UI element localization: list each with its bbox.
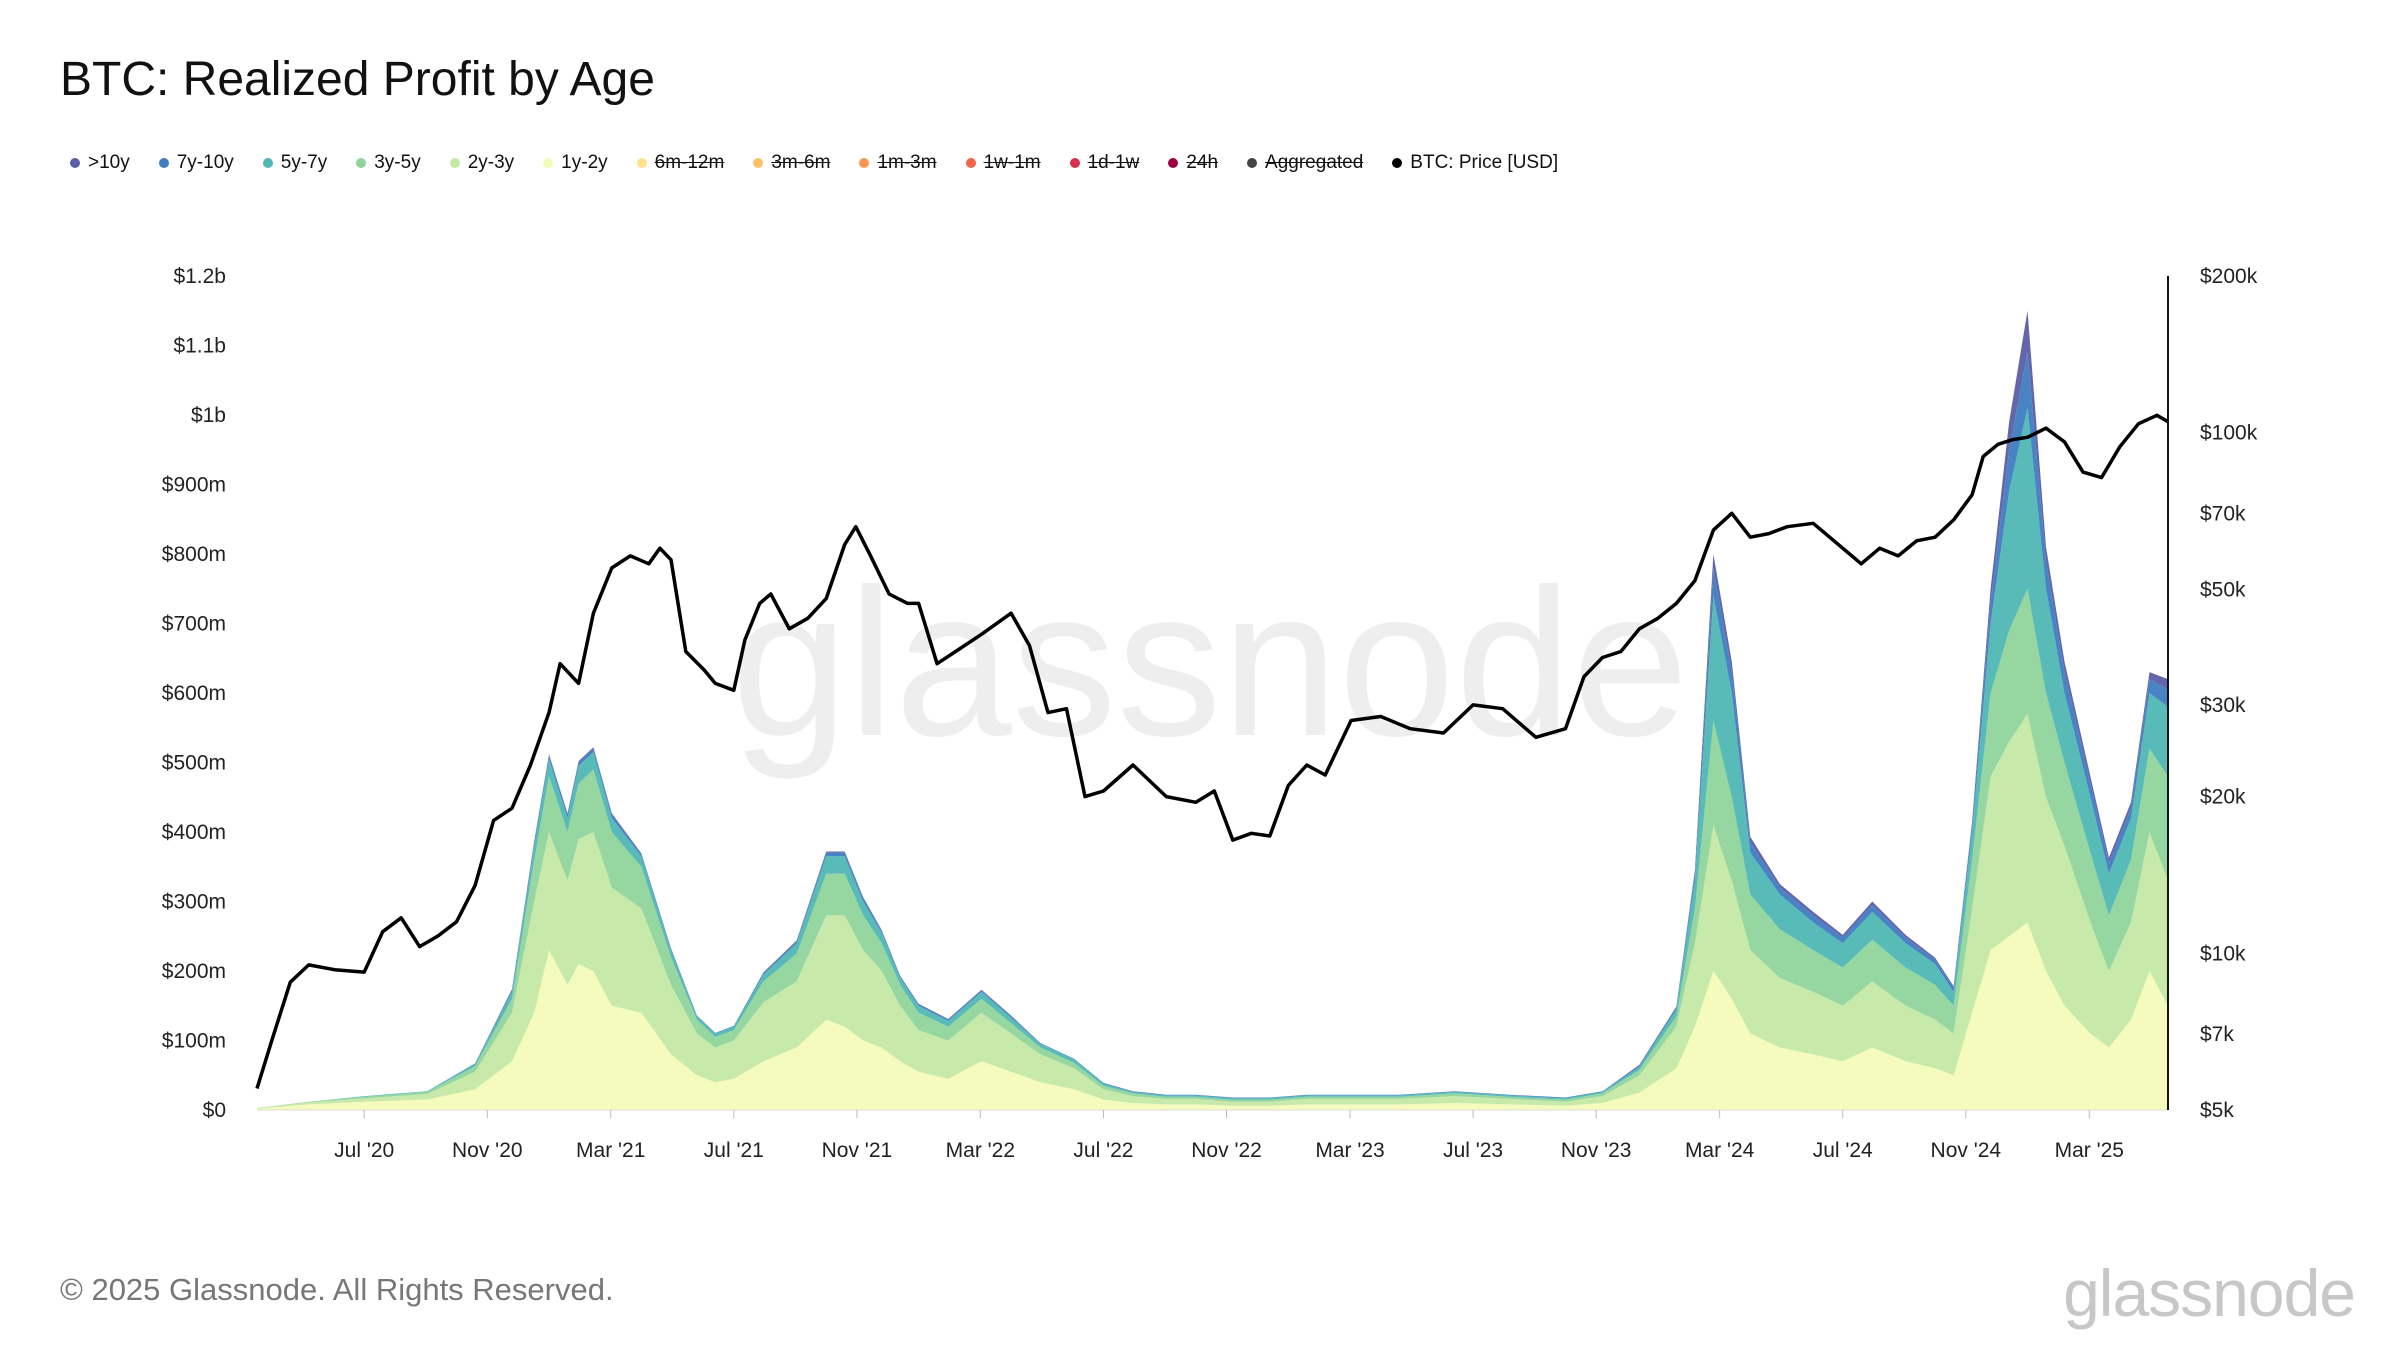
legend-dot-icon <box>965 158 976 168</box>
axes-group: $0 $100m $200m $300m $400m $500m $600m $700m $80… <box>162 265 2258 1162</box>
y-left-tick-label: $500m <box>162 752 226 775</box>
y-left-tick-label: $1b <box>191 404 226 427</box>
legend-label: 24h <box>1186 152 1219 173</box>
x-tick-label: Jul '23 <box>1443 1139 1503 1162</box>
legend-item[interactable]: 6m-12m <box>636 152 725 174</box>
x-tick-label: Nov '20 <box>452 1139 523 1162</box>
x-tick-label: Mar '21 <box>576 1139 645 1162</box>
legend-dot-icon <box>1392 158 1403 168</box>
x-tick-label: Mar '24 <box>1685 1139 1755 1162</box>
chart-title: BTC: Realized Profit by Age <box>60 53 655 106</box>
legend-dot-icon <box>753 158 764 168</box>
area-series-1y-2y <box>257 922 2168 1110</box>
legend-item[interactable]: 1w-1m <box>965 152 1041 174</box>
legend-item[interactable]: 24h <box>1168 152 1218 174</box>
legend-dot-icon <box>543 158 554 168</box>
legend-item[interactable]: 3y-5y <box>356 152 421 174</box>
legend-dot-icon <box>1168 158 1179 168</box>
y-right-tick-label: $100k <box>2200 422 2258 445</box>
x-tick-label: Jul '21 <box>704 1139 764 1162</box>
legend-item[interactable]: 5y-7y <box>262 152 328 174</box>
legend-item[interactable]: 7y-10y <box>158 152 234 174</box>
legend-dot-icon <box>356 158 367 168</box>
legend-label: 5y-7y <box>280 152 328 173</box>
y-left-tick-label: $700m <box>162 613 226 636</box>
legend-dot-icon <box>262 158 273 168</box>
x-tick-label: Jul '22 <box>1073 1139 1133 1162</box>
legend-label: BTC: Price [USD] <box>1410 152 1559 173</box>
legend-label: 6m-12m <box>654 152 725 173</box>
legend-dot-icon <box>158 158 169 168</box>
legend-dot-icon <box>1069 158 1080 168</box>
legend-item[interactable]: 2y-3y <box>449 152 515 174</box>
legend-label: 1m-3m <box>877 152 937 173</box>
legend-item[interactable]: >10y <box>70 152 130 174</box>
legend-item[interactable]: BTC: Price [USD] <box>1392 152 1558 174</box>
y-left-tick-label: $100m <box>162 1030 226 1053</box>
y-left-tick-label: $200m <box>162 960 226 983</box>
legend-item[interactable]: 1d-1w <box>1069 152 1140 174</box>
y-left-tick-label: $1.2b <box>173 265 226 288</box>
y-left-tick-label: $0 <box>203 1099 226 1122</box>
legend-label: 7y-10y <box>176 152 234 173</box>
legend-item[interactable]: Aggregated <box>1247 152 1363 174</box>
price-line-group <box>255 413 2169 1090</box>
x-tick-label: Mar '23 <box>1315 1139 1384 1162</box>
legend: >10y 7y-10y 5y-7y 3y-5y 2y-3y 1y-2y 6m-12m 3m-6… <box>70 152 1587 174</box>
y-left-tick-label: $900m <box>162 474 226 497</box>
y-left-tick-label: $800m <box>162 543 226 566</box>
x-tick-label: Jul '20 <box>334 1139 394 1162</box>
legend-label: 3y-5y <box>374 152 421 173</box>
x-tick-label: Mar '25 <box>2055 1139 2124 1162</box>
y-left-tick-label: $1.1b <box>173 335 226 358</box>
legend-dot-icon <box>449 158 460 168</box>
copyright-footer: © 2025 Glassnode. All Rights Reserved. <box>60 1272 614 1307</box>
y-right-tick-label: $10k <box>2200 942 2246 965</box>
legend-label: 1w-1m <box>983 152 1041 173</box>
legend-dot-icon <box>636 158 647 168</box>
y-left-tick-label: $400m <box>162 821 226 844</box>
area-series-5y-7y <box>257 408 2168 1108</box>
legend-label: >10y <box>88 152 130 173</box>
area-series-group <box>257 310 2168 1110</box>
legend-dot-icon <box>1247 158 1258 168</box>
y-right-tick-label: $200k <box>2200 265 2258 288</box>
legend-item[interactable]: 1y-2y <box>543 152 608 174</box>
y-right-tick-label: $20k <box>2200 786 2246 809</box>
glassnode-logo[interactable]: glassnode <box>2063 1256 2356 1330</box>
legend-dot-icon <box>70 158 80 168</box>
legend-label: Aggregated <box>1265 152 1364 173</box>
legend-item[interactable]: 3m-6m <box>753 152 830 174</box>
x-tick-label: Nov '22 <box>1191 1139 1262 1162</box>
x-tick-label: Nov '24 <box>1931 1139 2002 1162</box>
y-left-tick-label: $300m <box>162 891 226 914</box>
y-right-tick-label: $5k <box>2200 1099 2234 1122</box>
legend-item[interactable]: 1m-3m <box>859 152 937 174</box>
chart-watermark: glassnode <box>731 545 1688 780</box>
legend-label: 2y-3y <box>467 152 515 173</box>
legend-label: 3m-6m <box>771 152 831 173</box>
x-tick-label: Nov '21 <box>822 1139 893 1162</box>
y-right-tick-label: $7k <box>2200 1023 2234 1046</box>
legend-label: 1d-1w <box>1087 152 1140 173</box>
btc-price-line <box>255 413 2169 1090</box>
x-tick-label: Nov '23 <box>1561 1139 1632 1162</box>
y-right-tick-label: $50k <box>2200 578 2246 601</box>
x-tick-label: Mar '22 <box>946 1139 1015 1162</box>
x-tick-label: Jul '24 <box>1813 1139 1873 1162</box>
legend-label: 1y-2y <box>561 152 608 173</box>
y-left-tick-label: $600m <box>162 682 226 705</box>
legend-dot-icon <box>859 158 870 168</box>
y-right-tick-label: $70k <box>2200 502 2246 525</box>
area-series-2y-3y <box>257 713 2168 1109</box>
y-right-tick-label: $30k <box>2200 694 2246 717</box>
